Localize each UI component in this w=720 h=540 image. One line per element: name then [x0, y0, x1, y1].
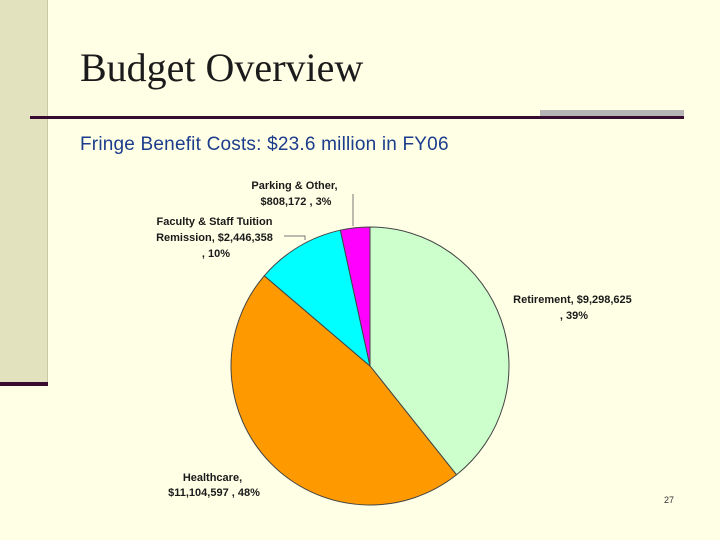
slide-title: Budget Overview [80, 45, 364, 90]
left-accent-rule [0, 382, 48, 386]
left-accent-bar [0, 0, 47, 384]
pie-slices [230, 226, 510, 506]
slice-label-line: Parking & Other, [251, 180, 337, 192]
slice-label-parking-other: Parking & Other, $808,172 , 3% [251, 180, 340, 208]
slice-labels: Retirement, $9,298,625 , 39% Healthcare,… [156, 180, 635, 499]
chart-subtitle: Fringe Benefit Costs: $23.6 million in F… [80, 134, 449, 155]
slice-label-line: , 10% [202, 248, 230, 260]
left-accent-edge [47, 0, 48, 386]
page-number: 27 [664, 495, 675, 505]
title-rule [30, 116, 684, 119]
title-rule-accent [540, 110, 684, 116]
slice-label-tuition-remission: Faculty & Staff Tuition Remission, $2,44… [156, 216, 276, 260]
leader-lines [284, 194, 354, 240]
pie-slice-tuition-remission [263, 229, 371, 368]
pie-slice-parking-other [339, 226, 371, 367]
slice-label-line: Faculty & Staff Tuition [157, 216, 273, 228]
pie-slice-healthcare [230, 275, 458, 506]
leader-line-tuition-remission [284, 235, 306, 240]
slice-label-line: , 39% [560, 310, 588, 322]
pie-slice-retirement [369, 226, 510, 476]
slice-label-healthcare: Healthcare, $11,104,597 , 48% [168, 472, 260, 499]
slice-label-line: Healthcare, [183, 472, 242, 484]
slice-label-retirement: Retirement, $9,298,625 , 39% [513, 294, 635, 322]
slice-label-line: $11,104,597 , 48% [168, 487, 260, 499]
slice-label-line: $808,172 , 3% [261, 196, 332, 208]
slice-label-line: Retirement, $9,298,625 [513, 294, 632, 306]
slice-label-line: Remission, $2,446,358 [156, 232, 273, 244]
